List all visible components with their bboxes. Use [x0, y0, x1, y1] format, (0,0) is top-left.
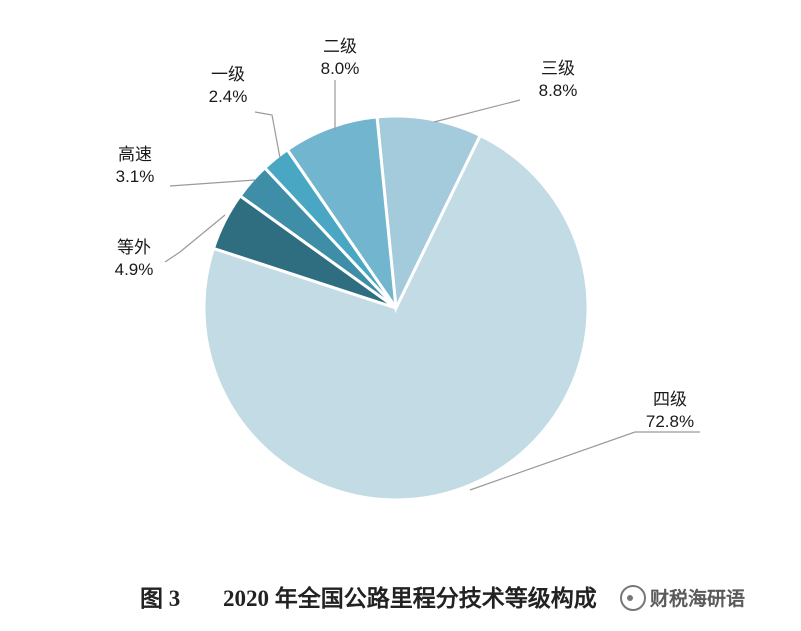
slice-dengwai	[211, 193, 397, 310]
leader-line-dengwai	[164, 214, 226, 263]
leader-line-yiji	[254, 111, 281, 159]
caption-text: 2020 年全国公路里程分技术等级构成	[223, 585, 597, 611]
slice-label-sanji: 三级	[541, 59, 575, 79]
leader-line-siji	[469, 431, 700, 491]
watermark-logo-dot-icon	[627, 595, 633, 601]
watermark-text: 财税海研语	[650, 587, 745, 610]
slice-siji	[202, 133, 590, 502]
slice-value-sanji: 8.8%	[539, 81, 578, 100]
slice-label-gaosu: 高速	[118, 145, 152, 165]
slice-erji	[285, 115, 398, 309]
leader-line-sanji	[433, 99, 521, 123]
slice-value-erji: 8.0%	[321, 59, 360, 78]
slice-value-dengwai: 4.9%	[115, 260, 154, 279]
watermark-logo-icon	[620, 585, 646, 611]
slice-value-gaosu: 3.1%	[116, 167, 155, 186]
watermark: 财税海研语	[620, 585, 745, 611]
slice-label-erji: 二级	[323, 37, 357, 57]
slice-value-siji: 72.8%	[646, 412, 694, 431]
slice-labels: 四级 72.8% 三级 8.8% 二级 8.0% 一级 2.4% 高速 3.1% 等外 4.9%	[115, 37, 694, 431]
slice-label-siji: 四级	[653, 390, 687, 410]
figure-caption: 图 3 2020 年全国公路里程分技术等级构成	[140, 585, 597, 611]
slice-label-dengwai: 等外	[117, 238, 151, 258]
leader-line-gaosu	[169, 179, 256, 187]
caption-figure-number: 图 3	[140, 586, 180, 611]
slice-label-yiji: 一级	[211, 65, 245, 85]
leader-lines	[164, 80, 700, 491]
slice-sanji	[375, 114, 483, 314]
pie-slices	[202, 114, 590, 502]
slice-value-yiji: 2.4%	[209, 87, 248, 106]
